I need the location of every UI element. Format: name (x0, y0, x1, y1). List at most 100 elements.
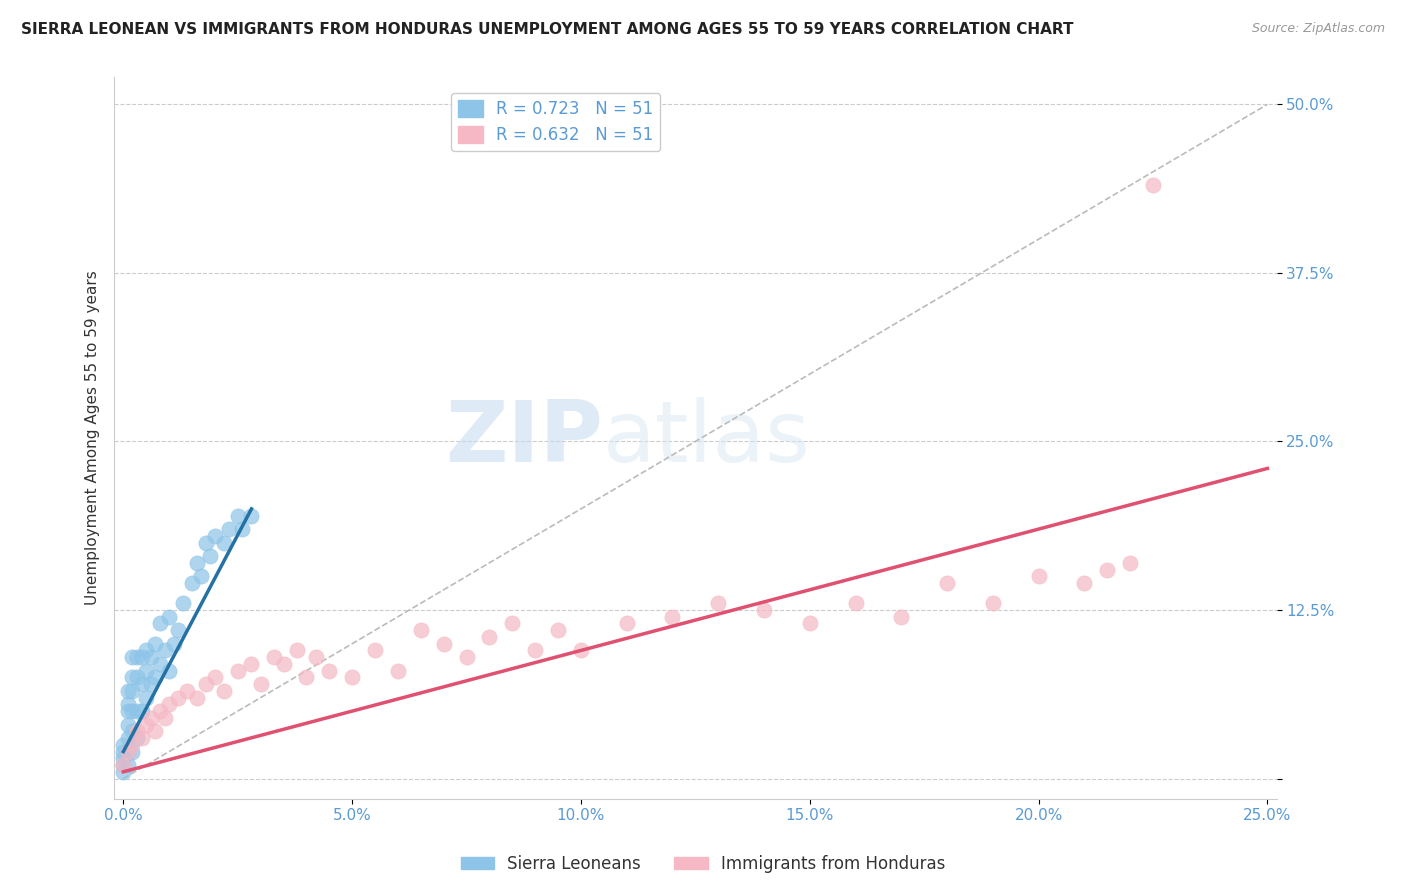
Point (125, 670, 148, 684)
Point (135, 690, 157, 705)
Point (135, 717, 157, 731)
Point (661, 609, 683, 624)
Point (139, 711, 162, 725)
Point (752, 603, 775, 617)
Point (263, 650, 285, 665)
Point (212, 684, 235, 698)
Point (117, 717, 139, 731)
Point (139, 677, 162, 691)
Point (112, 758, 135, 772)
Point (131, 704, 153, 718)
Point (1142, 178, 1164, 193)
Point (121, 738, 143, 752)
Point (167, 624, 190, 638)
Point (157, 698, 180, 712)
Y-axis label: Unemployment Among Ages 55 to 59 years: Unemployment Among Ages 55 to 59 years (86, 271, 100, 606)
Point (167, 690, 190, 705)
Point (212, 535, 235, 549)
Point (387, 664, 409, 678)
Point (433, 637, 456, 651)
Point (226, 508, 249, 523)
Point (112, 745, 135, 759)
Point (125, 704, 148, 718)
Point (139, 650, 162, 665)
Point (181, 576, 204, 591)
Point (121, 670, 143, 684)
Point (240, 657, 263, 671)
Point (186, 556, 208, 570)
Point (117, 758, 139, 772)
Point (304, 650, 326, 665)
Text: ZIP: ZIP (444, 397, 602, 480)
Point (157, 609, 180, 624)
Point (125, 724, 148, 739)
Point (478, 630, 501, 644)
Point (131, 677, 153, 691)
Point (226, 664, 249, 678)
Point (204, 670, 226, 684)
Point (121, 704, 143, 718)
Point (799, 616, 821, 631)
Point (231, 522, 253, 536)
Point (145, 670, 167, 684)
Point (135, 643, 157, 657)
Point (117, 731, 139, 745)
Point (163, 637, 186, 651)
Point (121, 684, 143, 698)
Point (117, 684, 139, 698)
Point (117, 698, 139, 712)
Point (249, 677, 271, 691)
Point (524, 643, 547, 657)
Point (153, 643, 176, 657)
Point (112, 758, 135, 772)
Point (340, 670, 363, 684)
Point (149, 704, 172, 718)
Point (616, 616, 638, 631)
Point (121, 724, 143, 739)
Point (890, 609, 912, 624)
Point (112, 764, 135, 779)
Point (707, 596, 730, 610)
Point (125, 650, 148, 665)
Point (409, 624, 432, 638)
Point (936, 576, 959, 591)
Point (194, 677, 217, 691)
Point (172, 596, 194, 610)
Point (1028, 569, 1050, 583)
Point (569, 643, 592, 657)
Legend: Sierra Leoneans, Immigrants from Honduras: Sierra Leoneans, Immigrants from Hondura… (454, 848, 952, 880)
Point (145, 724, 167, 739)
Point (456, 650, 478, 665)
Point (117, 745, 139, 759)
Point (145, 637, 167, 651)
Point (135, 664, 157, 678)
Point (121, 650, 143, 665)
Point (501, 616, 523, 631)
Text: SIERRA LEONEAN VS IMMIGRANTS FROM HONDURAS UNEMPLOYMENT AMONG AGES 55 TO 59 YEAR: SIERRA LEONEAN VS IMMIGRANTS FROM HONDUR… (21, 22, 1074, 37)
Point (200, 549, 222, 563)
Point (295, 670, 318, 684)
Text: atlas: atlas (602, 397, 810, 480)
Point (117, 745, 139, 759)
Point (273, 657, 295, 671)
Point (131, 731, 153, 745)
Point (121, 745, 143, 759)
Point (149, 616, 172, 631)
Point (186, 690, 208, 705)
Point (157, 664, 180, 678)
Point (153, 711, 176, 725)
Point (149, 657, 172, 671)
Point (112, 751, 135, 765)
Text: Source: ZipAtlas.com: Source: ZipAtlas.com (1251, 22, 1385, 36)
Point (112, 738, 135, 752)
Point (1095, 563, 1118, 577)
Point (364, 643, 387, 657)
Point (318, 664, 340, 678)
Point (125, 731, 148, 745)
Point (194, 535, 217, 549)
Point (204, 529, 226, 543)
Point (285, 643, 308, 657)
Point (547, 624, 569, 638)
Point (176, 684, 198, 698)
Point (240, 508, 263, 523)
